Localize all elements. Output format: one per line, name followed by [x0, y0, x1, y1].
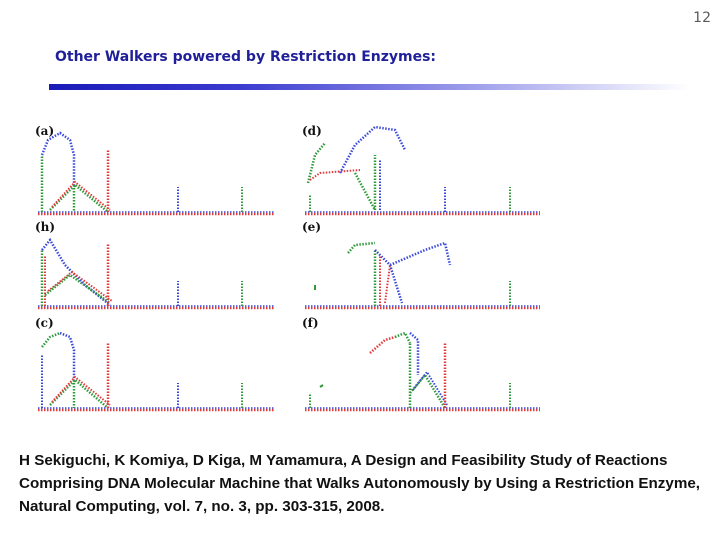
panel-c: (c) — [35, 316, 275, 412]
panel-f: (f) — [302, 316, 540, 412]
panel-label-a: (a) — [35, 124, 54, 138]
slide-title: Other Walkers powered by Restriction Enz… — [55, 49, 437, 65]
panel-e: (e) — [302, 220, 540, 310]
panel-label-f: (f) — [302, 316, 319, 330]
figure-svg: (a) (d) ( — [35, 124, 540, 412]
panel-label-e: (e) — [302, 220, 321, 234]
panel-label-c: (c) — [35, 316, 54, 330]
panel-a: (a) — [35, 124, 275, 216]
panel-d: (d) — [302, 124, 540, 216]
dna-walker-figure: (a) (d) ( — [30, 115, 550, 420]
panel-label-h: (h) — [35, 220, 55, 234]
panel-h: (h) — [35, 220, 275, 310]
page-number: 12 — [693, 10, 711, 26]
panel-label-d: (d) — [302, 124, 322, 138]
citation-text: H Sekiguchi, K Komiya, D Kiga, M Yamamur… — [19, 452, 701, 515]
title-underline — [49, 84, 689, 90]
